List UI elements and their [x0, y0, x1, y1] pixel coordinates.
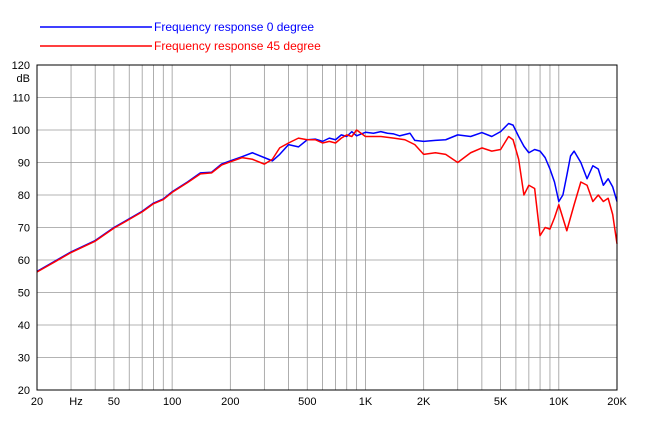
y-axis-label: dB [17, 73, 30, 85]
x-tick-label: 1K [359, 396, 373, 408]
y-tick-label: 60 [18, 255, 30, 267]
y-tick-label: 20 [18, 385, 30, 397]
x-tick-label: 50 [108, 396, 120, 408]
legend: Frequency response 0 degree Frequency re… [40, 20, 321, 53]
x-axis-ticks: 20 50 100 200 500 1K 2K 5K 10K 20K [31, 396, 628, 408]
x-tick-label: 20K [607, 396, 627, 408]
y-tick-label: 100 [12, 125, 30, 137]
y-tick-label: 120 [12, 60, 30, 72]
y-tick-label: 90 [18, 158, 30, 170]
grid [37, 64, 617, 391]
x-tick-label: 5K [494, 396, 508, 408]
x-tick-label: 10K [549, 396, 569, 408]
plot-border [36, 64, 618, 391]
legend-label-45-degree: Frequency response 45 degree [154, 39, 321, 53]
series-line-0 [36, 122, 618, 273]
y-axis-ticks: 20 30 40 50 60 70 80 90 100 110 120 [12, 60, 30, 397]
y-tick-label: 40 [18, 320, 30, 332]
x-tick-label: 200 [221, 396, 239, 408]
y-tick-label: 70 [18, 223, 30, 235]
x-tick-label: 2K [417, 396, 431, 408]
x-tick-label: 100 [163, 396, 181, 408]
y-tick-label: 110 [12, 93, 30, 105]
y-tick-label: 80 [18, 190, 30, 202]
x-axis-label: Hz [69, 396, 82, 408]
series-line-1 [36, 129, 618, 273]
x-tick-label: 500 [298, 396, 316, 408]
x-tick-label: 20 [31, 396, 43, 408]
y-tick-label: 30 [18, 353, 30, 365]
y-tick-label: 50 [18, 288, 30, 300]
legend-label-0-degree: Frequency response 0 degree [154, 20, 314, 34]
series-lines [36, 122, 618, 273]
